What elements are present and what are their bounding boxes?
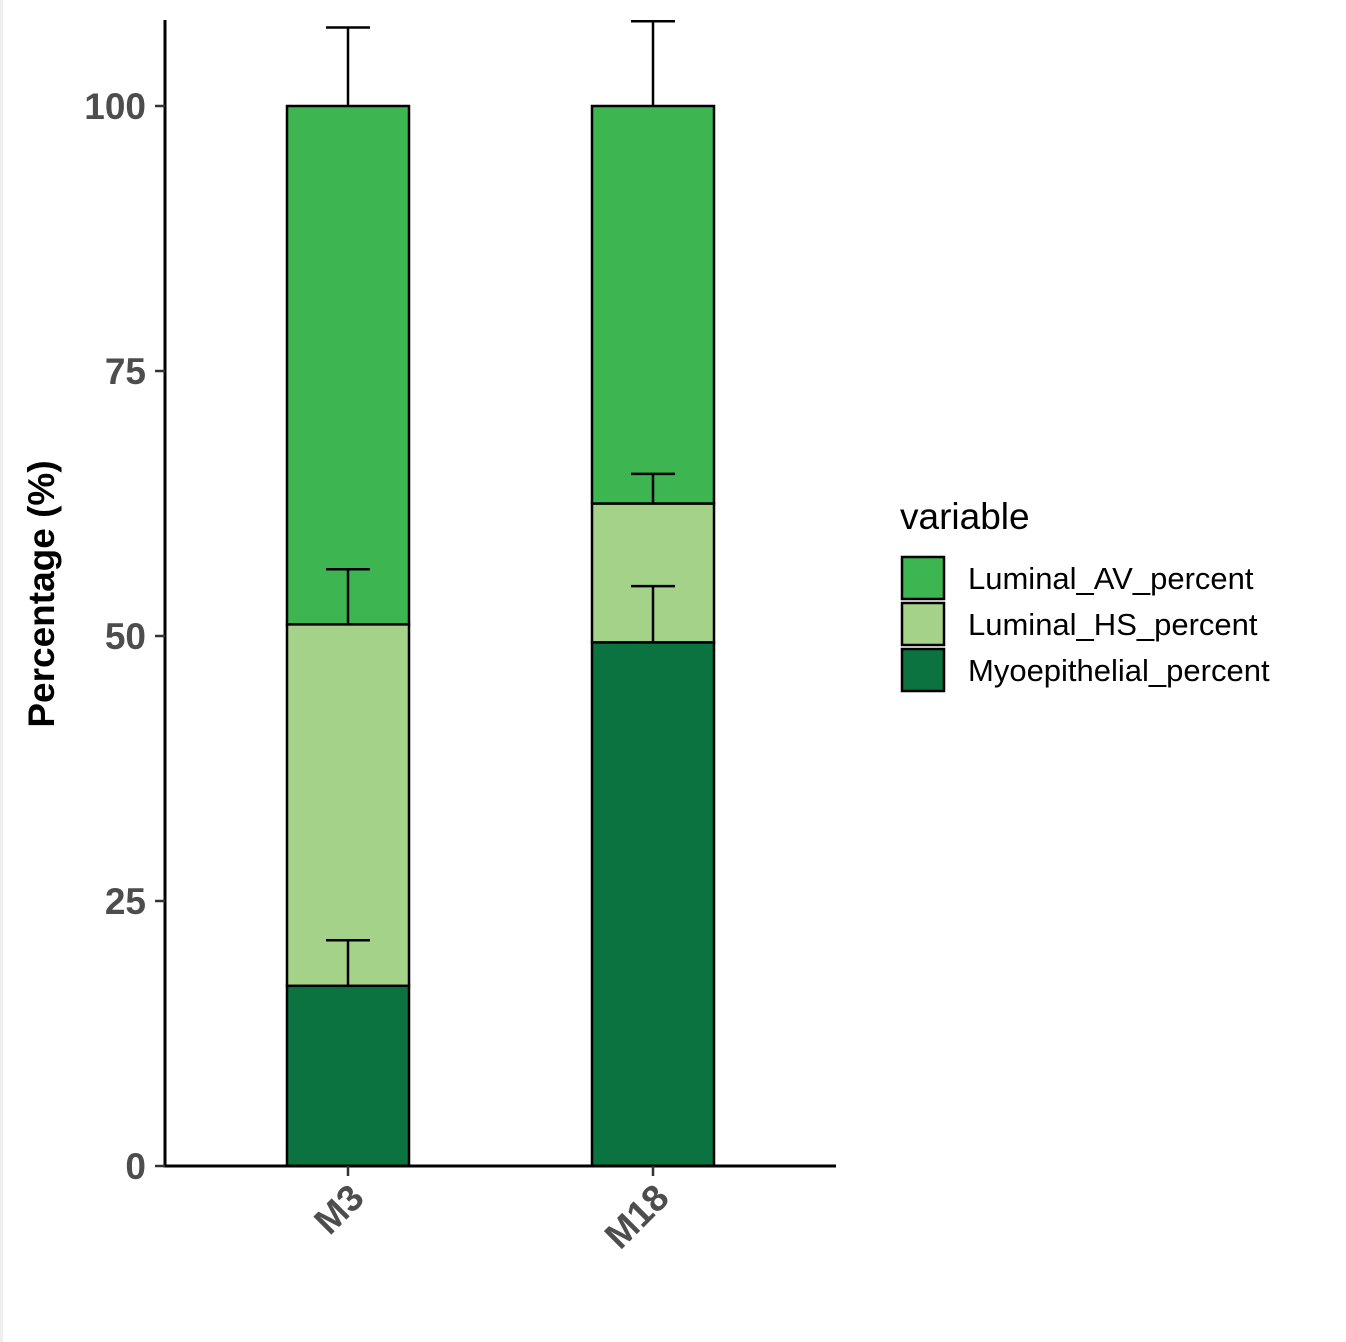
legend-label-luminal-av-percent: Luminal_AV_percent — [968, 561, 1254, 596]
legend-title: variable — [900, 496, 1030, 537]
y-tick-label-25: 25 — [105, 881, 146, 922]
y-tick-label-0: 0 — [125, 1146, 146, 1187]
bar-m18-luminal-av-percent — [590, 104, 716, 505]
legend-label-myoepithelial-percent: Myoepithelial_percent — [968, 653, 1270, 688]
y-tick-label-50: 50 — [105, 616, 146, 657]
x-tick-label-m3: M3 — [306, 1177, 371, 1242]
left-edge-divider — [0, 0, 3, 1342]
x-ticks-layer: M3 M18 — [306, 1166, 677, 1257]
bar-m18-myoepithelial-percent — [590, 641, 716, 1168]
bars-layer — [285, 104, 716, 1168]
y-tick-label-75: 75 — [105, 351, 146, 392]
error-bars-layer — [326, 19, 675, 986]
bar-m3-myoepithelial-percent — [285, 984, 411, 1168]
legend-key-luminal-hs-percent — [900, 601, 946, 647]
legend-label-luminal-hs-percent: Luminal_HS_percent — [968, 607, 1258, 642]
legend-key-myoepithelial-percent — [900, 647, 946, 693]
legend: variable Luminal_AV_percent Luminal_HS_pe… — [900, 496, 1270, 693]
legend-key-luminal-av-percent — [900, 555, 946, 601]
axes-layer — [163, 20, 836, 1168]
bar-m3-luminal-av-percent — [285, 104, 411, 626]
y-ticks-layer: 0 25 50 75 100 — [84, 86, 165, 1187]
y-tick-label-100: 100 — [84, 86, 146, 127]
y-axis-title: Percentage (%) — [21, 460, 62, 727]
bar-m3-luminal-hs-percent — [285, 623, 411, 988]
x-tick-label-m18: M18 — [597, 1177, 677, 1257]
